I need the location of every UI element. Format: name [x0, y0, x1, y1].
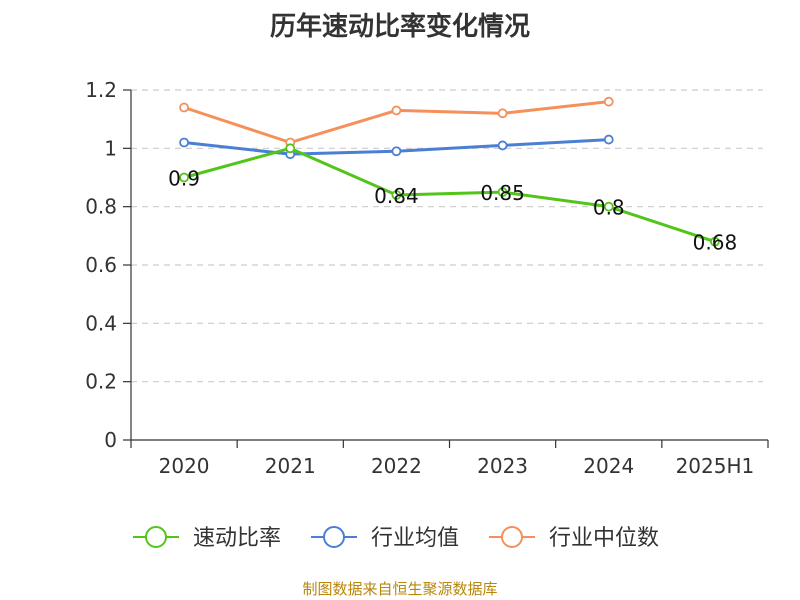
data-label: 0.68 [693, 231, 738, 255]
data-point [391, 105, 402, 116]
legend-marker [323, 526, 345, 548]
y-tick-label: 0.8 [85, 195, 117, 219]
data-label: 0.85 [480, 181, 525, 205]
legend-marker [501, 526, 523, 548]
legend-label: 行业中位数 [549, 526, 659, 551]
legend-label: 行业均值 [371, 526, 459, 551]
data-point [179, 102, 189, 113]
legend-label: 速动比率 [193, 526, 281, 551]
data-point [391, 146, 402, 157]
legend-item[interactable]: 行业均值 [311, 526, 459, 551]
legend-item[interactable]: 速动比率 [133, 526, 281, 551]
x-tick-label: 2023 [477, 454, 528, 478]
data-label: 0.8 [593, 196, 625, 220]
data-point [497, 108, 508, 119]
data-labels: 0.9 0.84 0.85 0.8 0.68 [168, 167, 737, 255]
source-note: 制图数据来自恒生聚源数据库 [302, 580, 498, 598]
x-tick-label: 2020 [159, 454, 210, 478]
data-point [285, 143, 296, 154]
axes: 0 0.2 0.4 0.6 0.8 1 1.2 2020 2021 2022 2023 2024 202… [85, 78, 769, 478]
legend[interactable]: 速动比率 行业均值 行业中位数 [133, 526, 659, 551]
data-label: 0.9 [168, 167, 200, 191]
y-tick-label: 0 [104, 428, 117, 452]
y-tick-label: 0.6 [85, 253, 117, 277]
data-point [497, 140, 508, 151]
x-tick-label: 2022 [371, 454, 422, 478]
y-tick-label: 1.2 [85, 78, 117, 102]
legend-marker [145, 526, 167, 548]
x-tick-label: 2025H1 [676, 454, 755, 478]
y-tick-label: 0.4 [85, 311, 117, 335]
series-lines [179, 96, 720, 247]
data-point [710, 236, 720, 247]
data-point [179, 137, 189, 148]
data-point [603, 201, 614, 212]
data-point [603, 134, 614, 145]
series-line [183, 146, 716, 244]
data-label: 0.84 [374, 184, 419, 208]
x-tick-label: 2021 [265, 454, 316, 478]
grid-lines [131, 89, 763, 383]
data-point [391, 190, 402, 200]
chart-title: 历年速动比率变化情况 [269, 12, 530, 42]
legend-item[interactable]: 行业中位数 [489, 526, 659, 551]
data-point [497, 187, 508, 197]
y-tick-label: 0.2 [85, 370, 117, 394]
data-point [179, 172, 189, 183]
x-tick-label: 2024 [583, 454, 634, 478]
data-point [603, 96, 614, 107]
y-tick-label: 1 [104, 136, 117, 160]
